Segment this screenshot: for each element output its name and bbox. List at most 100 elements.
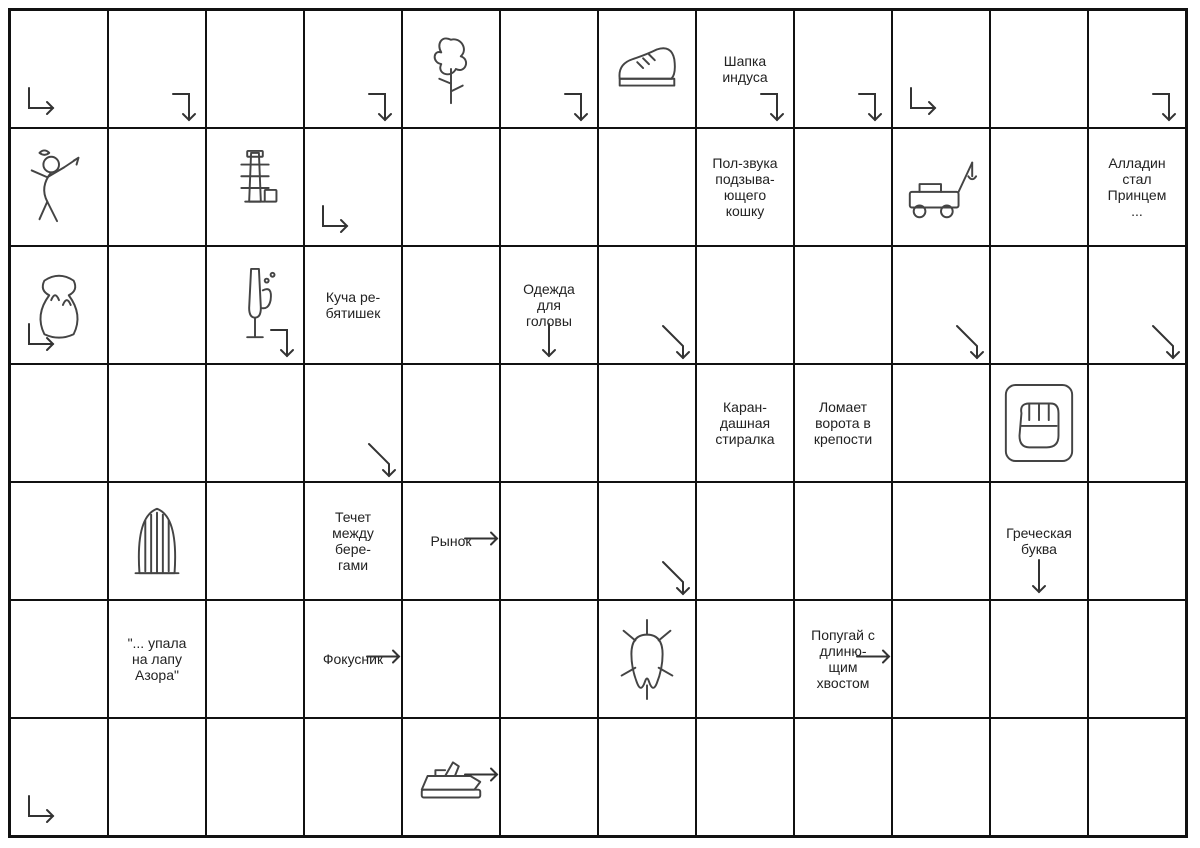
cell-r5c7 bbox=[696, 600, 794, 718]
clue-r5c8: Попугай с длиню- щим хвостом bbox=[797, 627, 889, 691]
cell-r2c9 bbox=[892, 246, 990, 364]
clue-r2c5: Одежда для головы bbox=[503, 281, 595, 329]
arrow-right-down-diag bbox=[657, 556, 701, 605]
arrow-right-down-diag bbox=[951, 320, 995, 369]
cell-r5c0 bbox=[10, 600, 108, 718]
cell-r5c11 bbox=[1088, 600, 1186, 718]
cell-r2c5: Одежда для головы bbox=[500, 246, 598, 364]
cell-r2c1 bbox=[108, 246, 206, 364]
cell-r3c6 bbox=[598, 364, 696, 482]
cell-r6c5 bbox=[500, 718, 598, 836]
cell-r6c1 bbox=[108, 718, 206, 836]
cell-r4c8 bbox=[794, 482, 892, 600]
cell-r2c6 bbox=[598, 246, 696, 364]
cell-r3c7: Каран- дашная стиралка bbox=[696, 364, 794, 482]
vase-icon bbox=[20, 261, 98, 349]
cell-r2c0 bbox=[10, 246, 108, 364]
arrow-down-right bbox=[311, 202, 355, 251]
cell-r2c2 bbox=[206, 246, 304, 364]
cell-r3c0 bbox=[10, 364, 108, 482]
cell-r1c0 bbox=[10, 128, 108, 246]
arrow-right-down bbox=[167, 84, 211, 133]
arrow-down-right bbox=[899, 84, 943, 133]
cell-r1c11: Алладин стал Принцем ... bbox=[1088, 128, 1186, 246]
cell-r5c5 bbox=[500, 600, 598, 718]
tooth-icon bbox=[608, 615, 686, 703]
cell-r0c7: Шапка индуса bbox=[696, 10, 794, 128]
cell-r0c8 bbox=[794, 10, 892, 128]
cell-r6c7 bbox=[696, 718, 794, 836]
cell-r4c10: Греческая буква bbox=[990, 482, 1088, 600]
cell-r0c2 bbox=[206, 10, 304, 128]
arrow-right-down bbox=[755, 84, 799, 133]
clue-r0c7: Шапка индуса bbox=[699, 53, 791, 85]
cell-r4c11 bbox=[1088, 482, 1186, 600]
cell-r2c4 bbox=[402, 246, 500, 364]
cell-r4c7 bbox=[696, 482, 794, 600]
clue-r5c1: "... упала на лапу Азора" bbox=[111, 635, 203, 683]
sneaker-icon bbox=[608, 25, 686, 113]
cell-r6c0 bbox=[10, 718, 108, 836]
cell-r1c7: Пол-звука подзыва- ющего кошку bbox=[696, 128, 794, 246]
cell-r6c2 bbox=[206, 718, 304, 836]
plane-tool-icon bbox=[412, 733, 490, 821]
cell-r2c8 bbox=[794, 246, 892, 364]
cell-r1c3 bbox=[304, 128, 402, 246]
cell-r2c11 bbox=[1088, 246, 1186, 364]
cell-r6c3 bbox=[304, 718, 402, 836]
cell-r3c4 bbox=[402, 364, 500, 482]
cupid-icon bbox=[20, 143, 98, 231]
arrow-down-right bbox=[17, 84, 61, 133]
cell-r5c3: Фокусник bbox=[304, 600, 402, 718]
arrow-right-down-diag bbox=[363, 438, 407, 487]
cell-r2c10 bbox=[990, 246, 1088, 364]
cell-r4c4: Рынок bbox=[402, 482, 500, 600]
arrow-right-down bbox=[853, 84, 897, 133]
arrow-right-down bbox=[559, 84, 603, 133]
cell-r6c9 bbox=[892, 718, 990, 836]
clue-r4c4: Рынок bbox=[405, 533, 497, 549]
cell-r0c1 bbox=[108, 10, 206, 128]
crane-truck-icon bbox=[902, 143, 980, 231]
cell-r5c6 bbox=[598, 600, 696, 718]
cell-r1c6 bbox=[598, 128, 696, 246]
cell-r1c4 bbox=[402, 128, 500, 246]
cell-r0c5 bbox=[500, 10, 598, 128]
cell-r3c11 bbox=[1088, 364, 1186, 482]
cell-r3c3 bbox=[304, 364, 402, 482]
cell-r3c10 bbox=[990, 364, 1088, 482]
cell-r0c0 bbox=[10, 10, 108, 128]
cell-r1c1 bbox=[108, 128, 206, 246]
cell-r0c6 bbox=[598, 10, 696, 128]
arrow-down-right bbox=[17, 792, 61, 841]
cell-r3c1 bbox=[108, 364, 206, 482]
cell-r5c1: "... упала на лапу Азора" bbox=[108, 600, 206, 718]
cell-r1c2 bbox=[206, 128, 304, 246]
cell-r1c10 bbox=[990, 128, 1088, 246]
cell-r1c9 bbox=[892, 128, 990, 246]
cell-r6c4 bbox=[402, 718, 500, 836]
cell-r5c9 bbox=[892, 600, 990, 718]
cell-r6c6 bbox=[598, 718, 696, 836]
cell-r6c10 bbox=[990, 718, 1088, 836]
cell-r0c3 bbox=[304, 10, 402, 128]
cell-r0c11 bbox=[1088, 10, 1186, 128]
cell-r5c2 bbox=[206, 600, 304, 718]
cell-r4c6 bbox=[598, 482, 696, 600]
cell-r4c0 bbox=[10, 482, 108, 600]
cell-r4c1 bbox=[108, 482, 206, 600]
cell-r6c11 bbox=[1088, 718, 1186, 836]
clue-r2c3: Куча ре- бятишек bbox=[307, 289, 399, 321]
cell-r0c4 bbox=[402, 10, 500, 128]
cell-r3c8: Ломает ворота в крепости bbox=[794, 364, 892, 482]
cell-r3c5 bbox=[500, 364, 598, 482]
cell-r2c3: Куча ре- бятишек bbox=[304, 246, 402, 364]
crossword-grid: Шапка индуса Пол-звука подзыва- ющего кош… bbox=[8, 8, 1188, 838]
cell-r0c9 bbox=[892, 10, 990, 128]
rose-icon bbox=[412, 25, 490, 113]
arrow-right-down bbox=[363, 84, 407, 133]
arrow-right-down-diag bbox=[657, 320, 701, 369]
champagne-icon bbox=[216, 261, 294, 349]
clue-r3c8: Ломает ворота в крепости bbox=[797, 399, 889, 447]
clue-r1c7: Пол-звука подзыва- ющего кошку bbox=[699, 155, 791, 219]
